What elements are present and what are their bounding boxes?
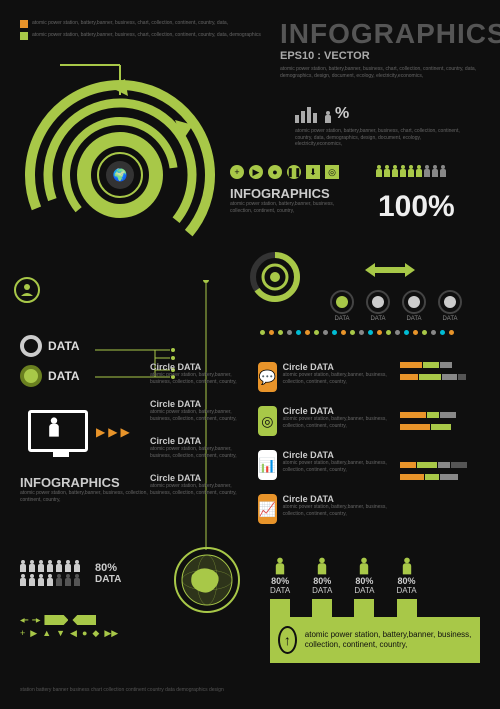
play-icon[interactable]: ▶ — [249, 165, 263, 179]
orange-arrows: ▶▶▶ — [96, 425, 130, 439]
user-ring-icon — [12, 275, 42, 305]
percent-symbol: % — [335, 105, 349, 123]
data-buttons: DATA DATA DATA DATA — [330, 290, 462, 322]
target-mini-icon[interactable]: ◎ — [325, 165, 339, 179]
arrow-shapes: ◀━━▶ +▶▲▼◀●◆▶▶ — [20, 615, 160, 639]
stacked-bars — [400, 362, 480, 482]
footer-bar: ↑ atomic power station, battery,banner, … — [270, 617, 480, 663]
section-desc-2: atomic power station, battery,banner, bu… — [230, 201, 350, 214]
data-btn-label-2: DATA — [366, 316, 390, 322]
section-title-2: INFOGRAPHICS — [230, 186, 350, 201]
top-legend: atomic power station, battery,banner, bu… — [20, 20, 261, 40]
plus-icon[interactable]: + — [230, 165, 244, 179]
legend-swatch-green — [20, 32, 28, 40]
footer-desc: atomic power station, battery,banner, bu… — [305, 630, 472, 649]
footer-tags: station battery banner business chart co… — [20, 687, 480, 694]
section-desc-3: atomic power station, battery,banner, bu… — [20, 490, 150, 503]
data-btn-3[interactable] — [402, 290, 426, 314]
data-btn-label-4: DATA — [438, 316, 462, 322]
infographics-block-3: INFOGRAPHICS atomic power station, batte… — [20, 475, 150, 503]
header-desc: atomic power station, battery,banner, bu… — [280, 66, 480, 79]
ring-icon-2 — [20, 365, 42, 387]
legend-text-2: atomic power station, battery,banner, bu… — [32, 32, 261, 40]
section-title-3: INFOGRAPHICS — [20, 475, 150, 490]
globe-icon — [172, 545, 242, 615]
chart-icon: 📈 — [258, 494, 277, 524]
double-arrow-icon — [360, 260, 420, 280]
download-icon[interactable]: ⬇ — [306, 165, 320, 179]
main-title: INFOGRAPHICS — [280, 18, 480, 50]
data-btn-1[interactable] — [330, 290, 354, 314]
data-label-1: DATA — [48, 339, 80, 353]
people-row — [376, 165, 446, 177]
legend-swatch-orange — [20, 20, 28, 28]
up-arrow-icon: ↑ — [278, 626, 297, 654]
header: INFOGRAPHICS EPS10 : VECTOR atomic power… — [280, 18, 480, 79]
circle-data-left: Circle DATAatomic power station, battery… — [150, 362, 240, 496]
data-btn-2[interactable] — [366, 290, 390, 314]
color-dots — [258, 330, 456, 337]
bottom-people-pct: 80% DATA — [95, 562, 121, 585]
data-btn-label-1: DATA — [330, 316, 354, 322]
monitor-icon — [28, 410, 88, 452]
person-col-1 — [276, 558, 284, 575]
target-icon: ◎ — [258, 406, 277, 436]
infographics-block-2: INFOGRAPHICS atomic power station, batte… — [230, 186, 350, 214]
circle-data-icons: 💬Circle DATAatomic power station, batter… — [258, 362, 388, 538]
dot-icon[interactable]: ● — [268, 165, 282, 179]
svg-text:🌍: 🌍 — [113, 168, 128, 182]
data-btn-4[interactable] — [438, 290, 462, 314]
data-left-block: DATA DATA — [20, 335, 80, 387]
icon-row: + ▶ ● ❚❚ ⬇ ◎ — [230, 165, 339, 179]
main-subtitle: EPS10 : VECTOR — [280, 50, 480, 62]
person-icon — [325, 111, 331, 123]
arc-chart: 🌍 — [10, 55, 230, 285]
chat-icon: 💬 — [258, 362, 277, 392]
screen-icon: 📊 — [258, 450, 277, 480]
data-btn-label-3: DATA — [402, 316, 426, 322]
hundred-percent: 100% — [378, 190, 455, 224]
data-label-2: DATA — [48, 369, 80, 383]
small-donut — [248, 250, 303, 305]
legend-text-1: atomic power station, battery,banner, bu… — [32, 20, 228, 28]
pause-icon[interactable]: ❚❚ — [287, 165, 301, 179]
icon-desc: atomic power station, battery,banner, bu… — [295, 128, 465, 148]
mini-bars: % — [295, 105, 349, 123]
bottom-people — [20, 560, 80, 586]
ring-icon-1 — [20, 335, 42, 357]
